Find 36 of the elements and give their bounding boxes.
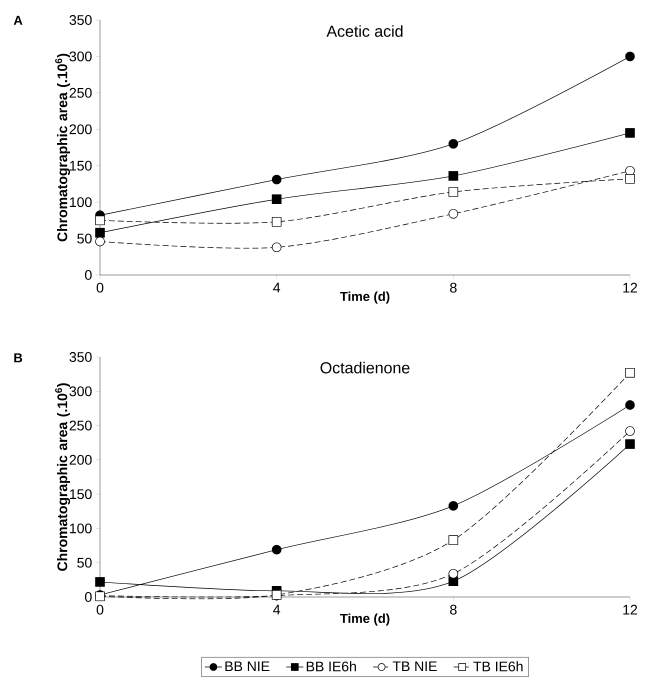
y-tick-label: 250 bbox=[70, 88, 92, 98]
x-tick-label: 0 bbox=[96, 282, 104, 293]
y-tick-label: 100 bbox=[70, 523, 92, 534]
x-tick-label: 8 bbox=[450, 604, 457, 615]
x-axis-title: Time (d) bbox=[340, 614, 390, 626]
x-tick-label: 8 bbox=[450, 282, 457, 293]
y-tick-label: 50 bbox=[77, 234, 92, 244]
y-tick-label: 350 bbox=[69, 15, 92, 25]
y-tick-label: 200 bbox=[70, 454, 92, 465]
legend-label: TB NIE bbox=[392, 661, 437, 672]
x-tick-label: 4 bbox=[273, 604, 280, 614]
y-tick-label: 0 bbox=[85, 270, 92, 280]
x-axis-title: Time (d) bbox=[340, 292, 390, 304]
x-tick-label: 12 bbox=[623, 282, 638, 293]
y-tick-label: 250 bbox=[70, 420, 92, 431]
x-tick-label: 12 bbox=[623, 604, 638, 615]
y-axis-title: Chromatographic area (.10$^{6}$) bbox=[55, 383, 70, 571]
chart-title: Octadienone bbox=[320, 362, 410, 374]
y-tick-label: 50 bbox=[77, 558, 92, 568]
y-tick-label: 350 bbox=[69, 352, 92, 362]
chart-title: Acetic acid bbox=[326, 25, 402, 37]
y-tick-label: 200 bbox=[70, 124, 92, 134]
y-tick-label: 150 bbox=[70, 489, 92, 500]
y-tick-label: 150 bbox=[70, 160, 92, 171]
y-tick-label: 300 bbox=[69, 386, 92, 396]
x-tick-label: 4 bbox=[273, 282, 280, 292]
y-tick-label: 100 bbox=[70, 197, 92, 208]
x-tick-label: 0 bbox=[96, 604, 104, 615]
text: A bbox=[14, 16, 22, 25]
y-tick-label: 0 bbox=[85, 592, 92, 602]
y-axis-title: Chromatographic area (.10$^{6}$) bbox=[55, 54, 70, 242]
legend-label: BB IE6h bbox=[306, 661, 356, 672]
y-tick-label: 300 bbox=[69, 51, 92, 62]
legend-label: BB NIE bbox=[225, 661, 270, 672]
legend-label: TB IE6h bbox=[473, 661, 523, 672]
text: B bbox=[14, 353, 22, 362]
